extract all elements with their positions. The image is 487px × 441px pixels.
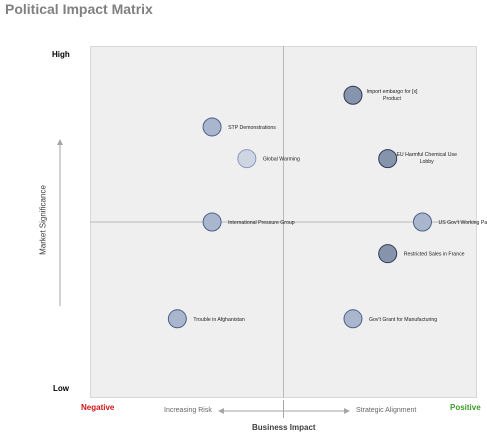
chart-title: Political Impact Matrix	[5, 1, 153, 17]
data-point: International Pressure Group	[202, 212, 295, 232]
data-point-label: US Gov't Working Party	[438, 220, 487, 226]
data-point-texture	[203, 213, 221, 231]
data-point-texture	[379, 245, 397, 263]
data-point-texture	[413, 213, 431, 231]
data-point: US Gov't Working Party	[412, 212, 487, 232]
data-point-label: EU Harmful Chemical Use Lobby	[396, 152, 457, 165]
data-point: EU Harmful Chemical Use Lobby	[378, 149, 457, 169]
y-axis-arrow	[57, 139, 63, 306]
data-point-texture	[344, 86, 362, 104]
data-point-texture	[344, 310, 362, 328]
data-point: Restricted Sales in France	[378, 244, 465, 264]
data-point: STP Demonstrations	[202, 117, 276, 137]
x-axis-positive-label: Positive	[450, 403, 481, 412]
data-point-label: STP Demonstrations	[228, 125, 276, 131]
data-point: Trouble in Afghanistan	[167, 309, 245, 329]
x-axis-arrow	[218, 400, 350, 418]
y-axis-title: Market Significance	[38, 185, 48, 255]
data-point: Import embargo for [x] Product	[343, 85, 418, 105]
data-point-label: Import embargo for [x] Product	[366, 89, 418, 102]
data-point-texture	[379, 150, 397, 168]
data-point-label: Global Warming	[263, 157, 300, 163]
data-point: Global Warming	[237, 149, 300, 169]
data-point-label: Gov't Grant for Manufacturing	[369, 317, 437, 323]
data-point-texture	[168, 310, 186, 328]
y-axis-high-label: High	[52, 50, 70, 59]
data-point-texture	[238, 150, 256, 168]
x-axis-title: Business Impact	[252, 423, 316, 432]
data-point-texture	[203, 118, 221, 136]
x-axis-right-sublabel: Strategic Alignment	[356, 407, 417, 414]
data-point-label: International Pressure Group	[228, 220, 295, 226]
data-point-label: Trouble in Afghanistan	[193, 317, 245, 323]
data-point-label: Restricted Sales in France	[404, 252, 465, 258]
x-axis-left-sublabel: Increasing Risk	[164, 407, 212, 414]
data-point: Gov't Grant for Manufacturing	[343, 309, 437, 329]
x-axis-negative-label: Negative	[81, 403, 115, 412]
y-axis-low-label: Low	[53, 384, 69, 393]
